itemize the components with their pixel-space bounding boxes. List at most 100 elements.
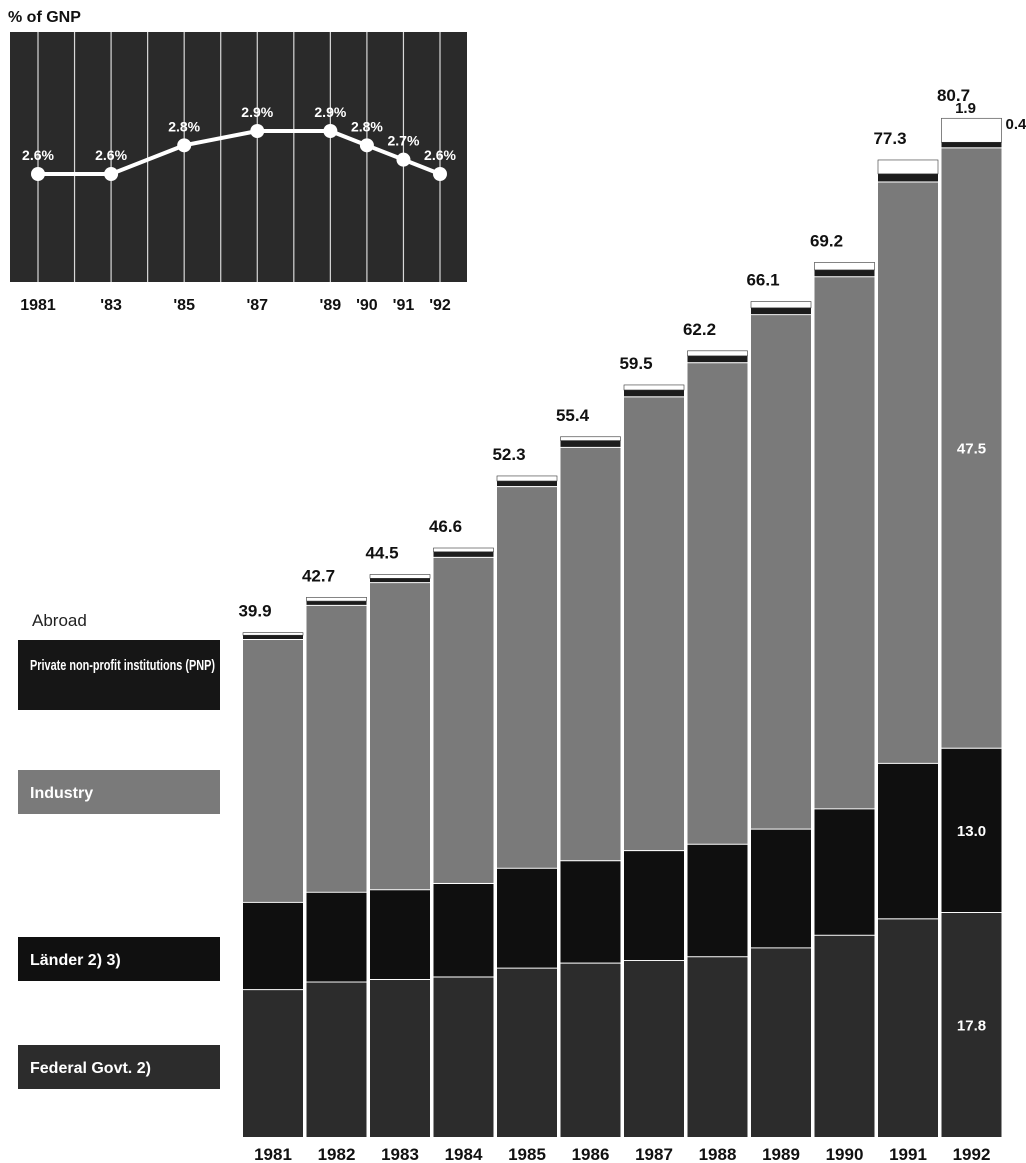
inset-x-tick-label: '83 xyxy=(100,297,122,314)
bar-segment xyxy=(941,117,1002,143)
inset-point-label: 2.8% xyxy=(168,118,200,134)
bar-total-label: 39.9 xyxy=(238,602,271,621)
bar-segment xyxy=(878,918,938,1137)
bar-segment xyxy=(306,596,367,602)
legend-federal-swatch xyxy=(18,1045,220,1089)
bar-segment xyxy=(751,828,811,948)
legend-abroad-label: Abroad xyxy=(32,611,87,630)
bar-total-label: 69.2 xyxy=(810,231,843,250)
bar-segment xyxy=(306,601,367,605)
legend-pnp-label: Private non-profit institutions (PNP) xyxy=(30,657,215,674)
bar-segment xyxy=(433,882,494,977)
segment-value-label: 47.5 xyxy=(957,441,986,458)
legend: Abroad Private non-profit institutions (P… xyxy=(18,611,220,1089)
inset-point xyxy=(323,124,338,138)
bar-segment xyxy=(433,551,494,557)
bar-segment xyxy=(560,860,621,963)
x-tick-label: 1987 xyxy=(635,1145,673,1163)
bar-segment xyxy=(560,962,621,1137)
inset-panel xyxy=(10,32,467,282)
bar-segment xyxy=(941,747,1002,913)
bar-segment xyxy=(877,159,939,175)
inset-point-label: 2.6% xyxy=(95,147,127,163)
inset-point-label: 2.6% xyxy=(22,147,54,163)
bar-segment xyxy=(624,390,684,397)
legend-industry-label: Industry xyxy=(30,785,93,802)
inset-point xyxy=(359,138,374,153)
segment-value-label: 13.0 xyxy=(957,823,986,840)
bar-segment xyxy=(497,481,557,487)
bar-total-label: 80.7 xyxy=(937,86,970,105)
inset-title: % of GNP xyxy=(8,9,81,26)
bar-segment xyxy=(751,947,811,1137)
bar-total-label: 44.5 xyxy=(365,544,398,563)
bar-segment xyxy=(941,912,1002,1137)
bar-segment xyxy=(560,436,621,441)
bar-segment xyxy=(242,632,304,636)
bar-segment xyxy=(306,981,367,1137)
inset-x-tick-label: '90 xyxy=(356,297,378,314)
inset-point xyxy=(177,138,192,153)
bar-segment xyxy=(751,314,811,829)
bar-segment xyxy=(370,578,430,583)
inset-x-tick-label: '85 xyxy=(173,297,195,314)
bar-segment xyxy=(687,843,748,957)
bar-segment xyxy=(624,960,684,1137)
x-tick-label: 1982 xyxy=(318,1145,356,1163)
bar-segment xyxy=(623,384,685,391)
inset-x-tick-label: '89 xyxy=(320,297,342,314)
inset-point xyxy=(433,167,447,181)
bar-segment xyxy=(687,350,748,357)
bar-segment xyxy=(814,808,875,935)
inset-point-label: 2.6% xyxy=(424,147,456,163)
bar-total-label: 66.1 xyxy=(746,271,779,290)
x-tick-label: 1983 xyxy=(381,1145,419,1163)
x-tick-label: 1992 xyxy=(953,1145,991,1163)
bar-segment xyxy=(878,181,938,763)
x-tick-label: 1989 xyxy=(762,1145,800,1163)
segment-value-label: 1.9 xyxy=(955,100,976,117)
bar-segment xyxy=(243,989,303,1137)
stacked-bar-chart: 39.9 1981 42.7 1982 44.5 1983 46.6 1984 52.3 1985… xyxy=(238,86,1026,1163)
inset-point-label: 2.8% xyxy=(351,118,383,134)
inset-point xyxy=(104,167,119,181)
bar-segment xyxy=(306,891,367,982)
inset-x-tick-label: 1981 xyxy=(20,297,56,314)
bar-total-label: 46.6 xyxy=(429,517,462,536)
bar-segment xyxy=(560,440,621,447)
bar-segment xyxy=(369,574,431,579)
inset-point-label: 2.9% xyxy=(314,104,346,120)
inset-x-tick-label: '91 xyxy=(393,297,415,314)
bar-segment xyxy=(750,301,812,309)
gnp-share-inset: % of GNP 2.6% 1981 2.6% '83 2.8% '85 2.9% '87 2.9… xyxy=(8,9,467,314)
bar-total-label: 42.7 xyxy=(302,566,335,585)
bar-segment xyxy=(814,276,875,809)
bar-segment xyxy=(497,486,557,868)
inset-x-tick-label: '92 xyxy=(429,297,451,314)
x-tick-label: 1981 xyxy=(254,1145,292,1163)
bar-segment xyxy=(814,934,875,1137)
inset-point xyxy=(396,152,411,167)
bar-total-label: 52.3 xyxy=(492,445,525,464)
bar-segment xyxy=(497,967,557,1137)
inset-x-tick-label: '87 xyxy=(246,297,268,314)
x-tick-label: 1984 xyxy=(445,1145,483,1163)
bar-segment xyxy=(878,762,938,919)
bar-segment xyxy=(370,979,430,1137)
bar-segment xyxy=(941,147,1002,748)
bar-segment xyxy=(878,173,938,182)
inset-point-label: 2.7% xyxy=(387,133,419,149)
bar-segment xyxy=(433,556,494,883)
bar-segment xyxy=(243,639,303,902)
x-tick-label: 1985 xyxy=(508,1145,546,1163)
inset-point xyxy=(250,124,265,138)
legend-pnp-swatch xyxy=(18,640,220,710)
bar-segment xyxy=(433,547,494,553)
bar-segment xyxy=(243,635,303,640)
bar-segment xyxy=(560,446,621,861)
bar-segment xyxy=(687,956,748,1137)
bar-segment xyxy=(687,355,748,363)
legend-industry-swatch xyxy=(18,770,220,814)
x-tick-label: 1990 xyxy=(826,1145,864,1163)
